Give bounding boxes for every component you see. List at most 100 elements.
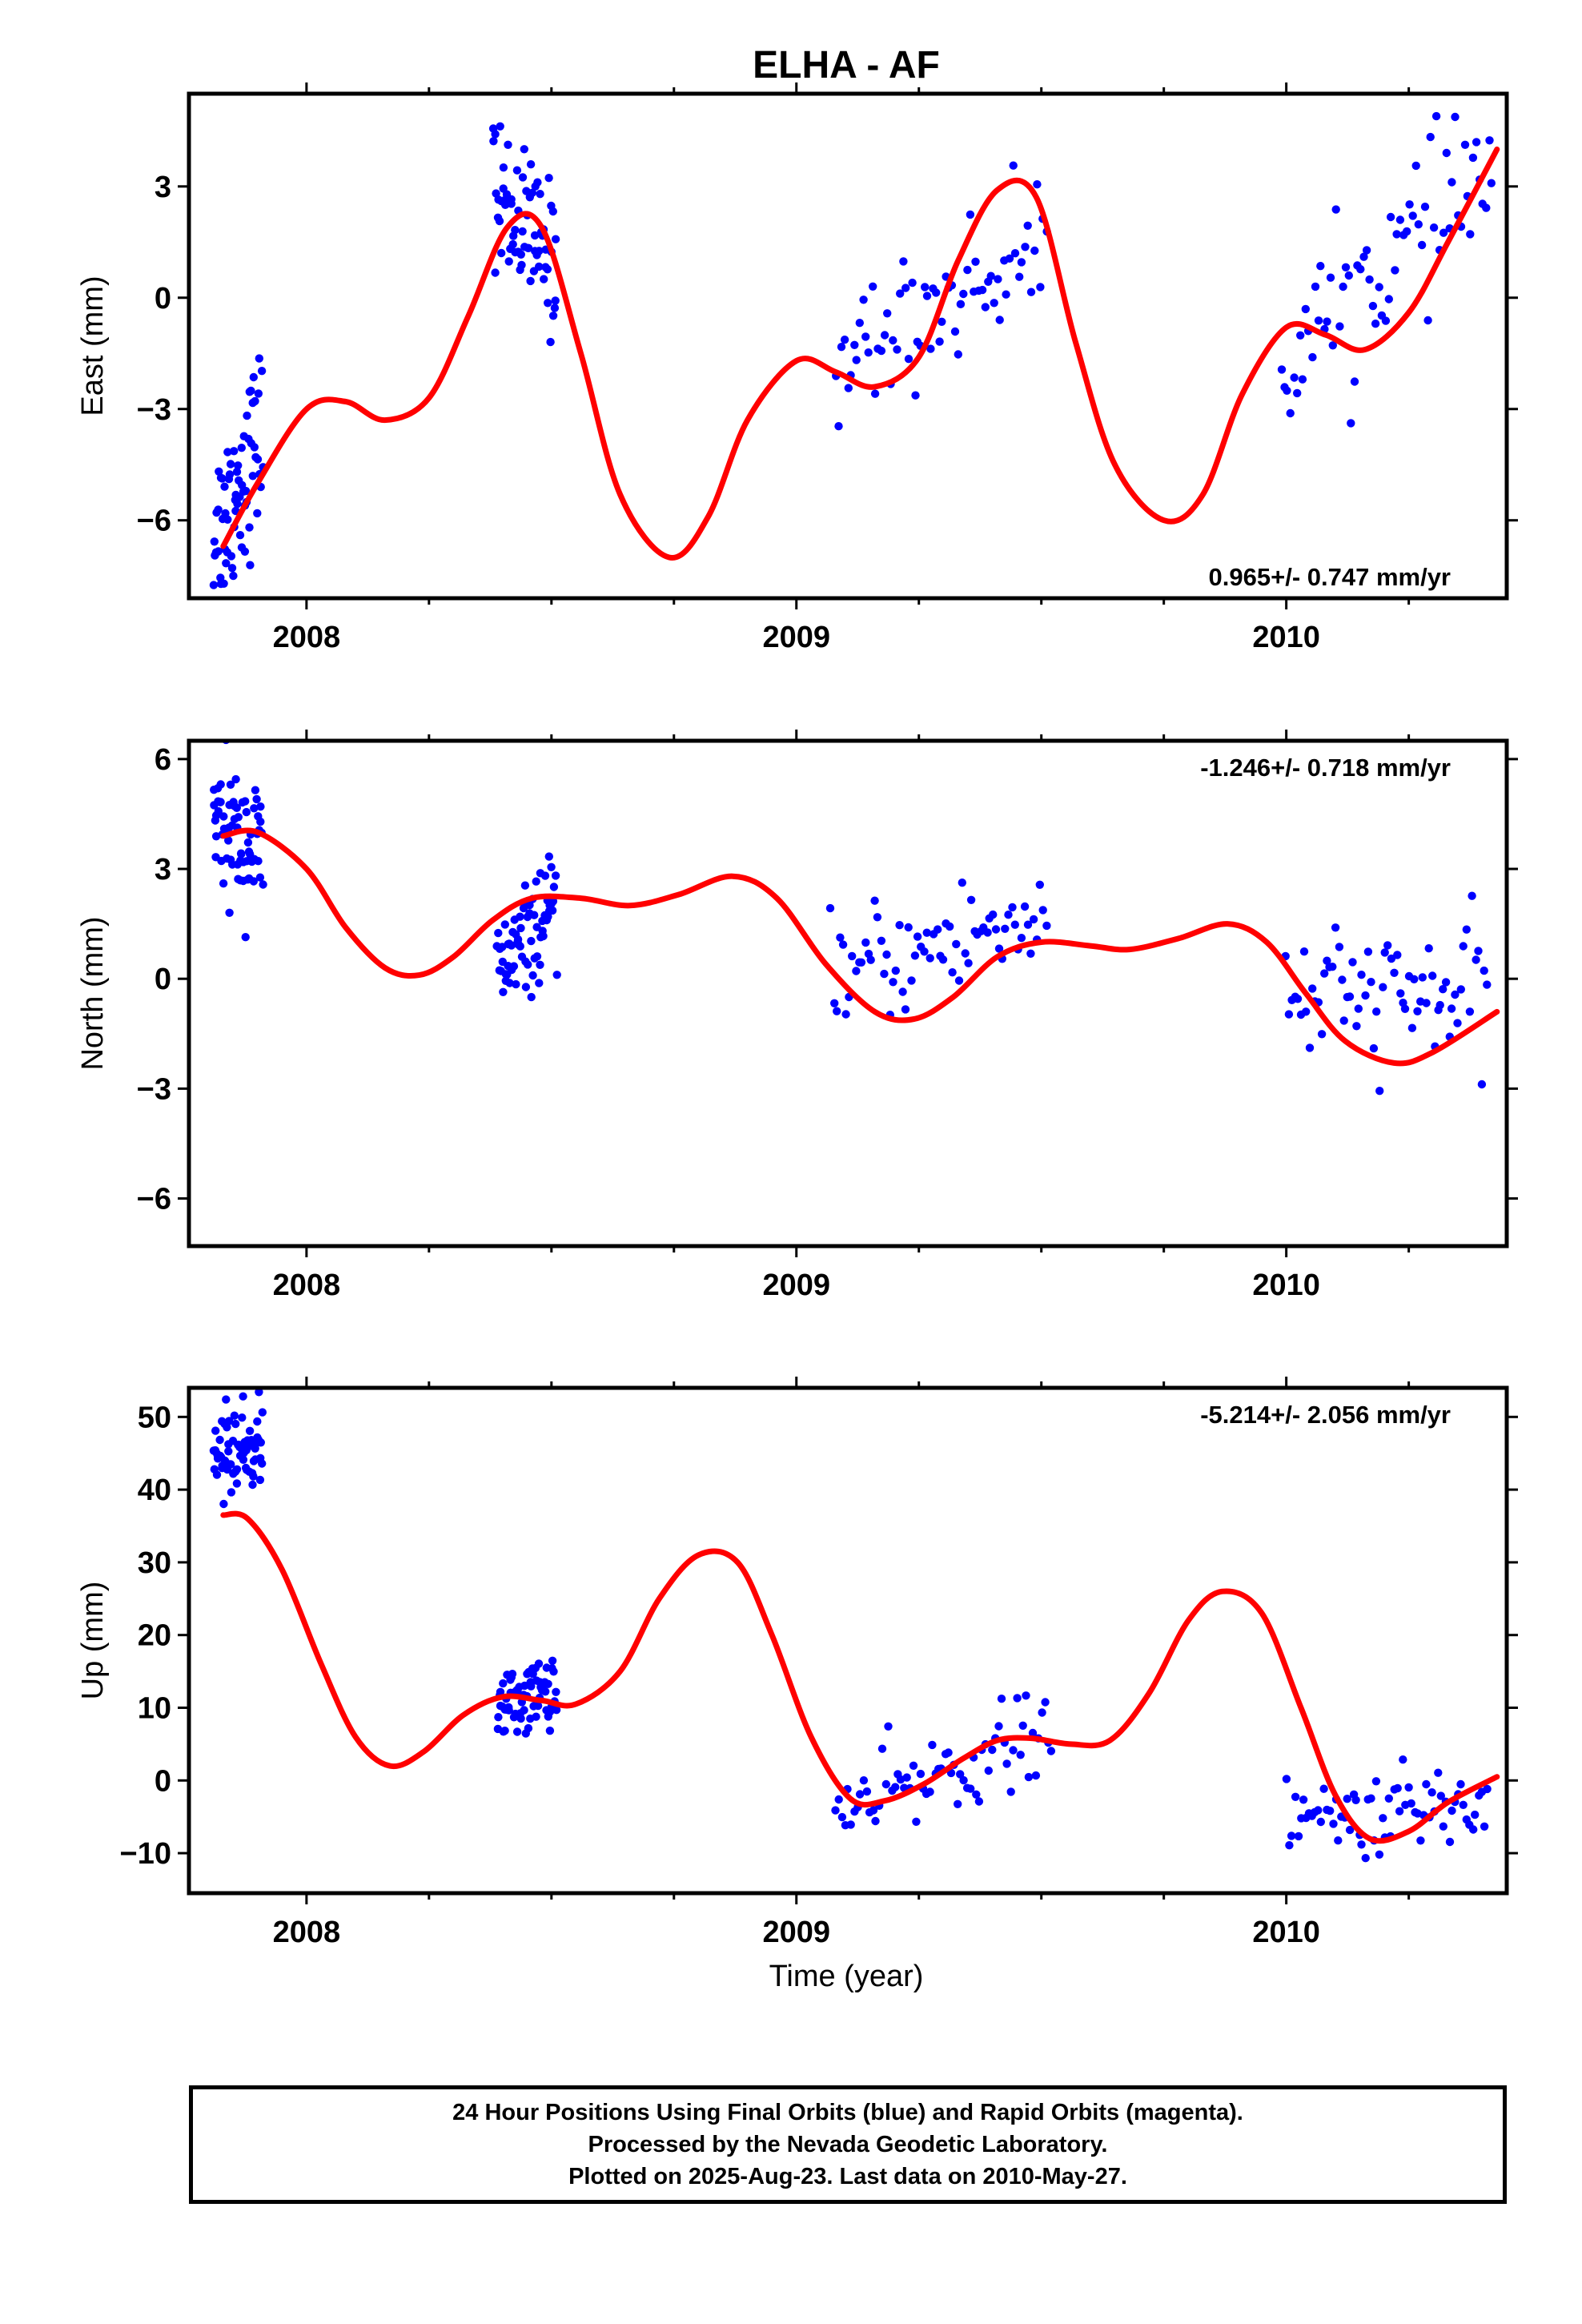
data-point (1424, 944, 1433, 953)
data-point (926, 1787, 934, 1796)
data-point (250, 804, 259, 813)
data-point (920, 947, 929, 956)
data-point (1290, 373, 1299, 382)
data-point (909, 1761, 918, 1770)
data-point (880, 331, 889, 340)
data-point (214, 806, 223, 816)
data-point (1009, 1746, 1018, 1755)
data-point (535, 247, 544, 255)
data-point (248, 1480, 257, 1490)
data-point (1308, 984, 1317, 993)
data-point (1028, 1728, 1038, 1738)
data-point (1390, 968, 1399, 978)
data-point (852, 356, 861, 364)
data-point (1422, 999, 1431, 1007)
data-point (544, 852, 553, 861)
data-point (547, 862, 556, 872)
y-tick-label: −6 (137, 505, 171, 538)
data-point (954, 976, 964, 985)
data-point (1299, 1795, 1308, 1804)
data-point (1331, 923, 1340, 932)
x-tick-label: 2010 (1252, 1916, 1320, 1949)
data-point (524, 243, 532, 252)
data-point (518, 227, 527, 236)
data-point (1351, 1795, 1360, 1804)
data-point (512, 979, 520, 989)
data-point (934, 925, 942, 934)
data-point (922, 292, 932, 300)
data-point (898, 987, 907, 996)
data-point (1468, 891, 1476, 900)
data-point (1407, 1023, 1417, 1032)
data-point (994, 1722, 1003, 1731)
data-point (1341, 263, 1351, 271)
data-point (527, 1682, 536, 1691)
data-point (1348, 958, 1357, 967)
data-point (497, 248, 506, 258)
data-point (1017, 258, 1026, 267)
data-point (912, 1817, 921, 1826)
y-tick-label: 50 (138, 1401, 171, 1434)
x-tick-label: 2009 (762, 1916, 830, 1949)
data-point (1316, 1817, 1326, 1827)
panel-east: −6 −3 0 3 2008 2009 2010 East (mm) 0.965+/- 0.74… (76, 82, 1518, 654)
data-point (997, 1695, 1006, 1703)
data-point (1293, 388, 1302, 398)
plot-frame (187, 1385, 1509, 1896)
data-point (526, 276, 535, 286)
data-point (1042, 921, 1051, 931)
data-point (1350, 377, 1359, 386)
data-point (910, 951, 920, 960)
data-point (1410, 975, 1419, 984)
data-point (504, 140, 512, 149)
data-point (496, 122, 504, 131)
data-point (213, 599, 221, 607)
footer-line-3: Plotted on 2025-Aug-23. Last data on 201… (568, 2164, 1127, 2189)
data-point (986, 271, 995, 280)
data-point (1453, 1019, 1462, 1027)
data-point (215, 467, 223, 476)
x-tick-label: 2008 (273, 1269, 341, 1302)
data-point (848, 951, 857, 961)
y-tick-label: 0 (155, 282, 171, 316)
data-point (532, 1712, 540, 1721)
data-point (859, 1776, 869, 1785)
data-point (1026, 949, 1035, 959)
data-point (1352, 1022, 1361, 1031)
data-point (1283, 386, 1291, 395)
data-point (222, 1395, 231, 1404)
data-point (524, 960, 532, 969)
data-point (516, 1714, 525, 1723)
data-point (491, 268, 500, 277)
data-point (489, 137, 498, 146)
data-point (234, 813, 243, 822)
data-point (1474, 947, 1483, 955)
y-tick-label: 0 (155, 963, 171, 996)
data-point (254, 857, 263, 866)
data-point (491, 130, 500, 139)
data-point (864, 348, 873, 357)
data-point (253, 455, 263, 464)
data-point (232, 803, 241, 812)
data-point (1335, 943, 1344, 951)
data-point (516, 912, 524, 921)
data-point (1380, 948, 1389, 957)
data-point (544, 1679, 552, 1688)
data-point (899, 257, 908, 266)
data-point (517, 260, 526, 270)
data-point (869, 1806, 878, 1815)
data-point (1439, 1822, 1448, 1831)
data-point (946, 922, 954, 931)
data-point (507, 941, 516, 950)
data-point (896, 289, 905, 298)
data-point (846, 1820, 855, 1829)
data-point (1460, 140, 1470, 149)
data-point (233, 500, 242, 509)
data-point (1439, 985, 1447, 994)
data-point (219, 1499, 228, 1509)
data-point (1367, 978, 1375, 987)
data-point (1399, 1755, 1407, 1764)
data-point (1392, 230, 1401, 239)
data-point (1339, 1016, 1348, 1025)
data-point (552, 971, 561, 979)
